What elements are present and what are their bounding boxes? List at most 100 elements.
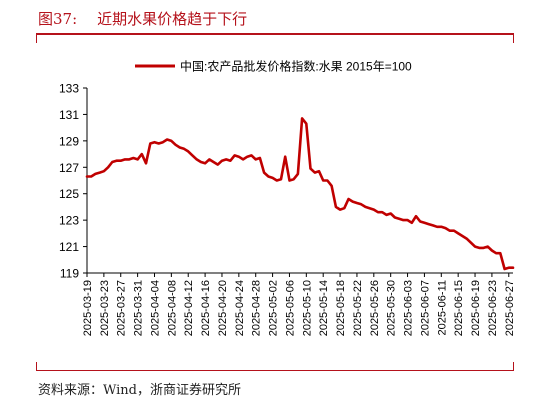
data-point: [478, 247, 480, 249]
data-point: [402, 219, 404, 221]
data-point: [132, 157, 134, 159]
data-point: [419, 220, 421, 223]
x-tick-label: 2025-04-04: [149, 280, 161, 336]
x-tick-label: 2025-06-03: [403, 280, 415, 336]
x-tick-label: 2025-05-02: [268, 280, 280, 336]
x-tick-label: 2025-03-31: [133, 280, 145, 336]
data-point: [398, 218, 400, 220]
data-point: [196, 158, 198, 160]
legend-label: 中国:农产品批发价格指数:水果 2015年=100: [180, 59, 412, 74]
data-point: [504, 268, 506, 270]
data-point: [90, 175, 92, 178]
y-tick-label: 129: [59, 134, 79, 148]
x-tick-label: 2025-05-10: [301, 280, 313, 336]
data-point: [94, 173, 96, 175]
data-point: [183, 148, 185, 150]
data-point: [495, 252, 497, 254]
data-point: [212, 161, 215, 163]
figure-number: 图37:: [38, 10, 78, 28]
data-point: [487, 246, 489, 248]
x-tick-label: 2025-04-24: [234, 280, 246, 336]
legend: 中国:农产品批发价格指数:水果 2015年=100: [135, 59, 412, 74]
data-point: [335, 206, 337, 208]
data-point: [407, 219, 409, 221]
y-tick-label: 121: [59, 240, 79, 254]
x-tick-label: 2025-04-16: [200, 280, 212, 336]
data-point: [103, 170, 105, 172]
data-point: [339, 209, 341, 211]
bottom-right-corner-mark: [513, 362, 514, 370]
x-tick-label: 2025-04-20: [217, 280, 229, 336]
bottom-rule: [36, 370, 514, 371]
x-tick-label: 2025-04-12: [183, 280, 195, 336]
data-point: [444, 227, 447, 229]
data-point: [162, 141, 164, 143]
x-axis: 2025-03-19 2025-03-23 2025-03-27 2025-03-31…: [82, 272, 516, 336]
series-layer: [85, 117, 515, 271]
data-point: [208, 158, 210, 160]
data-point: [297, 173, 299, 175]
data-point: [457, 232, 459, 234]
data-point: [145, 162, 147, 164]
data-point: [107, 166, 109, 168]
data-point: [217, 164, 219, 166]
x-tick-label: 2025-06-11: [436, 280, 448, 335]
data-point: [432, 224, 434, 226]
data-point: [491, 249, 493, 252]
data-point: [175, 144, 177, 146]
data-point: [436, 226, 438, 228]
x-tick-label: 2025-05-26: [369, 280, 381, 336]
top-left-corner-mark: [36, 35, 37, 43]
data-point: [86, 175, 88, 178]
x-tick-label: 2025-06-27: [504, 280, 516, 336]
data-point: [120, 160, 122, 162]
data-point: [356, 202, 358, 204]
data-point: [263, 172, 265, 174]
data-point: [288, 179, 291, 182]
data-point: [314, 172, 316, 174]
figure-title: 图37: 近期水果价格趋于下行: [38, 8, 247, 29]
data-point: [352, 201, 354, 203]
data-point: [482, 247, 485, 249]
data-point: [250, 154, 253, 156]
x-tick-label: 2025-03-23: [99, 280, 111, 336]
data-point: [343, 207, 345, 209]
data-point: [229, 160, 231, 162]
data-point: [428, 223, 430, 225]
data-point: [187, 150, 189, 152]
data-point: [280, 178, 282, 180]
x-tick-label: 2025-06-19: [470, 280, 482, 336]
data-point: [204, 162, 206, 164]
source-note: 资料来源：Wind，浙商证券研究所: [38, 383, 241, 398]
data-point: [373, 209, 375, 211]
data-point: [423, 222, 425, 224]
data-point: [221, 160, 223, 162]
y-tick-label: 131: [59, 108, 79, 122]
top-rule: [36, 33, 514, 35]
data-point: [449, 230, 451, 232]
x-tick-label: 2025-05-18: [335, 280, 347, 336]
data-point: [301, 117, 303, 119]
data-point: [461, 235, 463, 237]
data-point: [259, 157, 261, 159]
data-point: [466, 238, 468, 240]
data-point: [141, 153, 143, 155]
data-point: [331, 185, 333, 187]
data-point: [512, 267, 514, 269]
x-tick-label: 2025-04-28: [251, 280, 263, 336]
data-point: [191, 154, 193, 156]
data-point: [453, 230, 455, 232]
series-line: [85, 117, 515, 271]
data-point: [170, 140, 172, 142]
top-right-corner-mark: [513, 35, 514, 43]
data-point: [381, 211, 383, 213]
x-tick-label: 2025-05-30: [386, 280, 398, 336]
data-point: [385, 214, 388, 216]
data-point: [238, 156, 240, 158]
y-tick-label: 125: [59, 187, 79, 201]
x-tick-label: 2025-03-19: [82, 280, 94, 336]
data-point: [394, 216, 396, 219]
data-point: [99, 172, 101, 174]
x-tick-label: 2025-05-22: [352, 280, 364, 336]
data-point: [347, 198, 350, 200]
